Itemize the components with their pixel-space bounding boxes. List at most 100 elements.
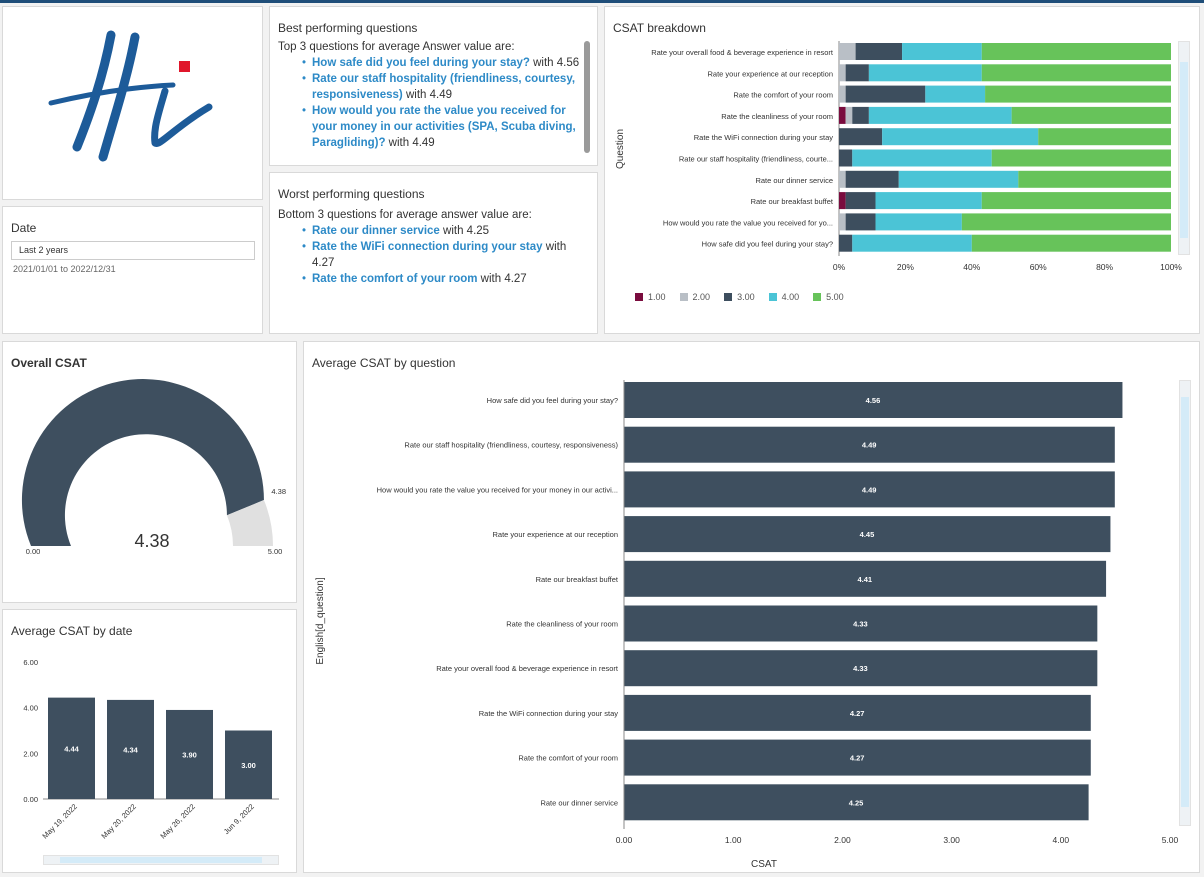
gauge-value-arc bbox=[21, 379, 264, 546]
breakdown-xtick: 80% bbox=[1096, 262, 1113, 272]
breakdown-segment bbox=[852, 106, 869, 124]
breakdown-segment bbox=[868, 64, 982, 82]
by-question-bar-label: 4.49 bbox=[862, 485, 877, 494]
by-date-bar-label: 4.34 bbox=[123, 745, 138, 754]
by-question-bar bbox=[624, 471, 1115, 508]
overall-csat-panel: Overall CSAT 4.38 0.00 5.00 4.38 bbox=[2, 341, 297, 603]
worst-question-link[interactable]: Rate the comfort of your room bbox=[312, 273, 478, 285]
by-date-ytick: 0.00 bbox=[23, 795, 38, 804]
by-date-bar bbox=[48, 697, 95, 799]
best-question-link[interactable]: How would you rate the value you receive… bbox=[312, 105, 576, 149]
by-date-scrollbar[interactable] bbox=[43, 855, 279, 865]
worst-questions-panel: Worst performing questions Bottom 3 ques… bbox=[269, 172, 598, 334]
legend-item[interactable]: 4.00 bbox=[768, 292, 800, 302]
by-date-xtick: May 19, 2022 bbox=[40, 802, 79, 841]
breakdown-segment bbox=[981, 192, 1171, 210]
by-question-xtick: 3.00 bbox=[943, 835, 960, 845]
by-question-ylabel: English[d_question] bbox=[315, 577, 326, 665]
gauge-mark-label: 4.38 bbox=[271, 487, 286, 496]
breakdown-segment bbox=[845, 192, 876, 210]
worst-item: Rate our dinner service with 4.25 bbox=[302, 223, 588, 239]
csat-by-date-panel: Average CSAT by date 0.00 2.00 4.00 6.00 4.4… bbox=[2, 609, 297, 873]
legend-label: 1.00 bbox=[648, 292, 666, 302]
breakdown-segment bbox=[839, 149, 853, 167]
breakdown-segment bbox=[1018, 170, 1171, 188]
by-question-bar bbox=[624, 650, 1098, 687]
by-date-ytick: 4.00 bbox=[23, 704, 38, 713]
worst-question-link[interactable]: Rate our dinner service bbox=[312, 225, 440, 237]
by-question-category-label: Rate our dinner service bbox=[540, 798, 618, 807]
breakdown-segment bbox=[839, 43, 856, 60]
breakdown-segment bbox=[845, 64, 869, 82]
by-question-scrollbar[interactable] bbox=[1179, 380, 1191, 826]
breakdown-segment bbox=[839, 213, 846, 231]
by-question-bar bbox=[624, 605, 1098, 642]
breakdown-scrollbar[interactable] bbox=[1178, 41, 1190, 255]
worst-item: Rate the WiFi connection during your sta… bbox=[302, 239, 588, 271]
best-value: with 4.49 bbox=[402, 89, 452, 101]
by-question-category-label: Rate your overall food & beverage experi… bbox=[436, 664, 619, 673]
gauge-value: 4.38 bbox=[134, 531, 169, 551]
by-question-category-label: How safe did you feel during your stay? bbox=[487, 396, 618, 405]
by-question-xtick: 0.00 bbox=[616, 835, 633, 845]
breakdown-category-label: Rate your experience at our reception bbox=[708, 69, 834, 78]
by-date-ytick: 2.00 bbox=[23, 749, 38, 758]
breakdown-segment bbox=[852, 149, 992, 167]
breakdown-xtick: 100% bbox=[1160, 262, 1182, 272]
by-question-chart: English[d_question] How safe did you feel… bbox=[315, 380, 1179, 870]
by-question-bar bbox=[624, 560, 1107, 597]
legend-label: 2.00 bbox=[692, 292, 711, 302]
legend-item[interactable]: 3.00 bbox=[724, 292, 755, 302]
best-question-link[interactable]: How safe did you feel during your stay? bbox=[312, 57, 530, 69]
best-question-link[interactable]: Rate our staff hospitality (friendliness… bbox=[312, 73, 576, 101]
legend-swatch bbox=[635, 293, 643, 301]
worst-question-link[interactable]: Rate the WiFi connection during your sta… bbox=[312, 241, 543, 253]
legend-item[interactable]: 5.00 bbox=[813, 292, 844, 302]
best-scrollbar[interactable] bbox=[584, 41, 590, 153]
by-question-bar bbox=[624, 739, 1091, 776]
best-questions-panel: Best performing questions Top 3 question… bbox=[269, 6, 598, 166]
breakdown-segment bbox=[985, 85, 1171, 103]
legend-item[interactable]: 2.00 bbox=[679, 292, 711, 302]
best-list: How safe did you feel during your stay? … bbox=[302, 55, 580, 151]
top-accent-bar bbox=[0, 0, 1204, 3]
breakdown-segment bbox=[839, 64, 846, 82]
breakdown-xtick: 20% bbox=[897, 262, 914, 272]
breakdown-segment bbox=[855, 43, 903, 60]
by-question-bar-label: 4.25 bbox=[849, 798, 864, 807]
best-value: with 4.56 bbox=[529, 57, 580, 69]
gauge-max-label: 5.00 bbox=[268, 547, 283, 556]
best-value: with 4.49 bbox=[385, 137, 435, 149]
breakdown-category-label: How would you rate the value you receive… bbox=[663, 218, 833, 227]
worst-value: with 4.25 bbox=[439, 225, 490, 237]
breakdown-segment bbox=[839, 170, 846, 188]
gauge-min-label: 0.00 bbox=[26, 547, 41, 556]
worst-intro: Bottom 3 questions for average answer va… bbox=[278, 209, 532, 221]
breakdown-segment bbox=[991, 149, 1171, 167]
legend-item[interactable]: 1.00 bbox=[635, 292, 666, 302]
breakdown-category-label: Rate your overall food & beverage experi… bbox=[651, 48, 834, 57]
breakdown-segment bbox=[839, 234, 853, 252]
by-date-bar bbox=[166, 709, 213, 799]
breakdown-segment bbox=[839, 192, 846, 210]
csat-breakdown-panel: CSAT breakdown Question Rate your overall… bbox=[604, 6, 1200, 334]
breakdown-title: CSAT breakdown bbox=[613, 21, 706, 35]
date-select[interactable]: Last 2 years bbox=[11, 241, 255, 260]
by-date-bar bbox=[107, 699, 154, 799]
by-question-bar bbox=[624, 516, 1111, 553]
legend-label: 4.00 bbox=[781, 292, 800, 302]
breakdown-category-label: Rate our breakfast buffet bbox=[751, 197, 834, 206]
legend-swatch bbox=[813, 293, 822, 301]
by-question-category-label: Rate our breakfast buffet bbox=[536, 575, 619, 584]
breakdown-category-label: Rate the comfort of your room bbox=[733, 91, 833, 100]
worst-value: with 4.27 bbox=[312, 241, 567, 269]
breakdown-category-label: Rate the WiFi connection during your sta… bbox=[694, 133, 833, 142]
best-title: Best performing questions bbox=[278, 21, 418, 35]
breakdown-segment bbox=[839, 85, 846, 103]
by-question-xlabel: CSAT bbox=[751, 859, 777, 870]
worst-item: Rate the comfort of your room with 4.27 bbox=[302, 271, 588, 287]
by-question-xtick: 4.00 bbox=[1053, 835, 1070, 845]
breakdown-category-label: Rate our staff hospitality (friendliness… bbox=[679, 155, 833, 164]
best-item: How safe did you feel during your stay? … bbox=[302, 55, 580, 71]
by-question-xtick: 2.00 bbox=[834, 835, 851, 845]
